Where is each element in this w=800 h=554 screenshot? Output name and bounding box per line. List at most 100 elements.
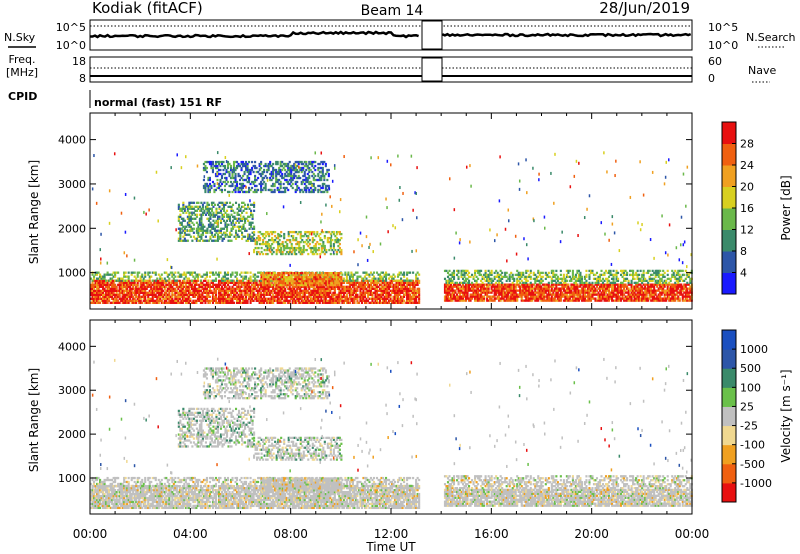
power-cell xyxy=(292,279,295,283)
power-cell xyxy=(507,283,510,286)
power-cell xyxy=(258,271,261,274)
power-cell xyxy=(347,299,350,302)
power-cell xyxy=(344,287,347,291)
power-cell xyxy=(139,291,142,295)
power-cell xyxy=(601,295,605,298)
power-cell xyxy=(490,291,493,294)
power-cell xyxy=(129,293,132,296)
power-cell xyxy=(351,275,354,278)
power-cell xyxy=(493,271,496,275)
power-cell xyxy=(446,285,450,288)
power-cell xyxy=(197,223,200,226)
power-cell xyxy=(97,279,100,283)
power-cell xyxy=(359,299,362,302)
power-cell xyxy=(400,297,403,300)
power-cell xyxy=(588,275,591,279)
power-cell xyxy=(586,285,590,288)
power-cell xyxy=(630,285,633,288)
power-cell xyxy=(609,273,612,277)
beam-label: Beam 14 xyxy=(361,3,424,19)
power-cell xyxy=(314,297,317,300)
power-cell xyxy=(468,285,471,288)
power-cell xyxy=(169,297,172,300)
power-cell xyxy=(562,287,565,290)
power-cell xyxy=(195,205,198,208)
power-cell xyxy=(595,289,599,292)
power-cell xyxy=(410,291,413,295)
power-cell xyxy=(160,293,163,296)
power-cell xyxy=(562,293,565,296)
power-cell xyxy=(499,269,502,273)
power-cell xyxy=(213,287,216,291)
power-cell xyxy=(460,295,463,298)
power-cell xyxy=(141,275,144,278)
power-cell xyxy=(303,291,306,295)
power-cell xyxy=(210,279,213,283)
power-cell xyxy=(290,271,293,275)
power-cell xyxy=(266,285,269,289)
power-cell xyxy=(270,291,273,295)
power-cell xyxy=(387,277,391,280)
power-cell xyxy=(118,285,121,289)
power-cell xyxy=(674,295,677,298)
power-cell xyxy=(654,279,657,283)
power-cell xyxy=(540,297,543,300)
power-cell xyxy=(565,273,568,277)
power-cell xyxy=(314,291,317,295)
power-cell xyxy=(338,283,341,287)
power-cell xyxy=(168,291,171,295)
power-cell xyxy=(380,293,383,296)
power-cell xyxy=(384,283,388,287)
power-cell xyxy=(659,279,662,283)
power-cell xyxy=(168,299,171,302)
power-cell xyxy=(338,301,341,304)
power-cell xyxy=(106,285,109,289)
power-cell xyxy=(141,287,144,291)
power-cell xyxy=(93,283,96,287)
power-cell xyxy=(298,277,301,281)
power-cell xyxy=(475,295,478,298)
power-cell xyxy=(689,299,692,302)
power-cell xyxy=(302,281,305,285)
power-cell xyxy=(650,295,653,298)
power-cell xyxy=(617,285,620,288)
power-cell xyxy=(499,279,502,283)
power-cell xyxy=(293,271,296,275)
power-cell xyxy=(192,271,195,274)
power-cell xyxy=(592,287,596,290)
power-cell xyxy=(347,287,350,291)
power-cell xyxy=(568,299,571,302)
power-cell xyxy=(201,285,204,289)
power-cell xyxy=(311,285,314,289)
power-cell xyxy=(565,269,568,273)
power-cell xyxy=(562,273,565,277)
power-cell xyxy=(235,301,239,304)
power-cell xyxy=(299,279,302,283)
power-cell xyxy=(279,297,282,300)
power-cell xyxy=(404,301,407,304)
power-cell xyxy=(111,285,114,289)
power-cell xyxy=(680,291,683,294)
power-cell xyxy=(153,287,156,291)
power-cell xyxy=(657,297,660,300)
power-cell xyxy=(240,283,243,287)
power-cell xyxy=(624,285,627,288)
power-cell xyxy=(448,273,451,277)
power-cell xyxy=(591,283,594,286)
power-cell xyxy=(489,283,492,286)
power-cell xyxy=(351,299,354,302)
power-cell xyxy=(598,277,602,281)
power-cell xyxy=(348,287,351,291)
power-cell xyxy=(460,297,463,300)
power-cell xyxy=(96,287,99,291)
power-cell xyxy=(172,277,175,280)
power-cell xyxy=(325,273,328,277)
power-cell xyxy=(514,295,517,298)
power-cell xyxy=(136,291,139,295)
power-cell xyxy=(162,297,165,300)
power-cell xyxy=(196,289,199,293)
power-cell xyxy=(204,273,207,276)
power-cell xyxy=(133,283,136,287)
power-cell xyxy=(356,295,359,298)
power-cell xyxy=(139,301,142,304)
